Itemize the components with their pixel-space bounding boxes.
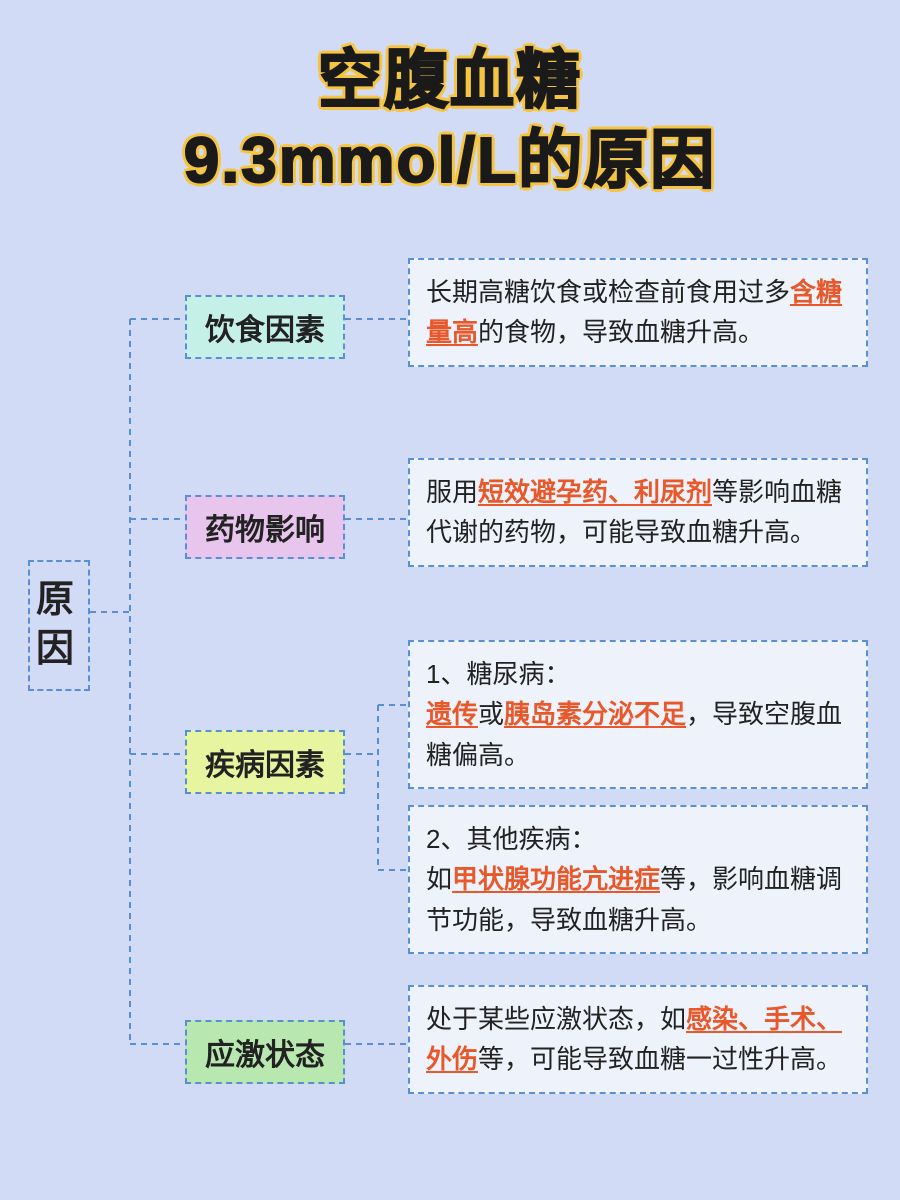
detail-text: 长期高糖饮食或检查前食用过多 bbox=[426, 277, 790, 307]
detail-disease-diabetes: 1、糖尿病： 遗传或胰岛素分泌不足，导致空腹血糖偏高。 bbox=[408, 640, 868, 789]
category-disease: 疾病因素 bbox=[185, 730, 345, 794]
category-medication: 药物影响 bbox=[185, 495, 345, 559]
category-stress: 应激状态 bbox=[185, 1020, 345, 1084]
category-label: 饮食因素 bbox=[205, 314, 325, 347]
detail-text: 等，可能导致血糖一过性升高。 bbox=[478, 1044, 842, 1074]
detail-text: 2、其他疾病： bbox=[426, 824, 596, 854]
category-label: 药物影响 bbox=[205, 514, 325, 547]
detail-text: 1、糖尿病： bbox=[426, 659, 570, 689]
detail-medication: 服用短效避孕药、利尿剂等影响血糖代谢的药物，可能导致血糖升高。 bbox=[408, 458, 868, 567]
root-node: 原 因 bbox=[28, 560, 90, 691]
detail-text: 的食物，导致血糖升高。 bbox=[478, 317, 764, 347]
title-line-1: 空腹血糖 bbox=[318, 44, 582, 116]
root-char-1: 原 bbox=[36, 576, 82, 625]
category-diet: 饮食因素 bbox=[185, 295, 345, 359]
highlight-text: 甲状腺功能亢进症 bbox=[452, 864, 660, 894]
category-label: 应激状态 bbox=[205, 1039, 325, 1072]
detail-text: 或 bbox=[478, 699, 504, 729]
title-line-2: 9.3mmol/L的原因 bbox=[184, 124, 717, 196]
detail-disease-other: 2、其他疾病： 如甲状腺功能亢进症等，影响血糖调节功能，导致血糖升高。 bbox=[408, 805, 868, 954]
detail-stress: 处于某些应激状态，如感染、手术、外伤等，可能导致血糖一过性升高。 bbox=[408, 985, 868, 1094]
detail-text: 处于某些应激状态，如 bbox=[426, 1004, 686, 1034]
detail-text: 如 bbox=[426, 864, 452, 894]
main-title: 空腹血糖 9.3mmol/L的原因 bbox=[0, 0, 900, 230]
root-char-2: 因 bbox=[36, 625, 82, 674]
highlight-text: 遗传 bbox=[426, 699, 478, 729]
highlight-text: 胰岛素分泌不足 bbox=[504, 699, 686, 729]
detail-diet: 长期高糖饮食或检查前食用过多含糖量高的食物，导致血糖升高。 bbox=[408, 258, 868, 367]
diagram-area: 原 因 饮食因素 药物影响 疾病因素 应激状态 长期高糖饮食或检查前食用过多含糖… bbox=[0, 230, 900, 1130]
category-label: 疾病因素 bbox=[205, 749, 325, 782]
detail-text: 服用 bbox=[426, 477, 478, 507]
highlight-text: 短效避孕药、利尿剂 bbox=[478, 477, 712, 507]
